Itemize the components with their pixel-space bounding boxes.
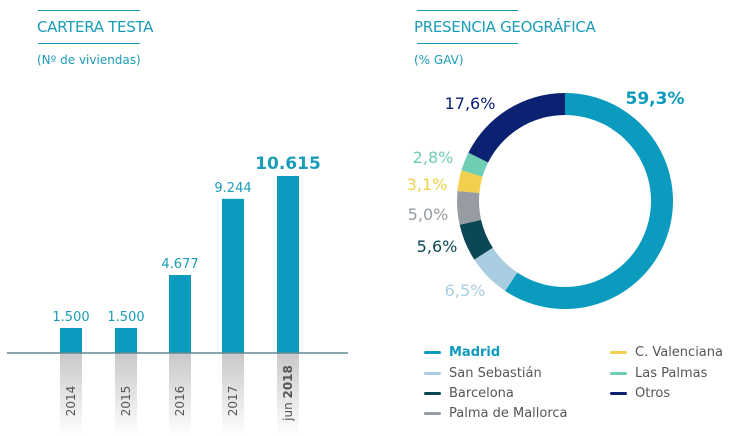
axis-label-shade [222,353,244,436]
bar-data-label: 1.500 [52,310,89,325]
x-tick-label: jun 2018 [281,365,295,422]
x-tick-label: 2014 [64,386,78,417]
legend-swatch [610,351,627,354]
donut-slice-c-valenciana [457,170,483,194]
slice-label: 3,1% [407,175,448,194]
x-tick-label: 2015 [119,386,133,417]
donut-slice-madrid [505,93,674,309]
slice-label: 5,6% [417,237,458,256]
title-rule-top-right [417,10,518,11]
bar-data-label: 1.500 [107,310,144,325]
slice-label: 17,6% [445,94,496,113]
legend-swatch [610,372,627,375]
x-tick-year: 2018 [281,365,295,398]
legend-label: San Sebastián [449,366,542,381]
bar-2018 [277,176,299,353]
legend-item: Barcelona [424,386,514,401]
legend-item: C. Valenciana [610,345,723,360]
donut-slice-las-palmas [461,152,489,177]
slice-label: 5,0% [408,205,449,224]
bar-data-label: 4.677 [161,257,198,272]
legend-item: Palma de Mallorca [424,406,568,421]
title-rule-top-left [38,10,140,11]
donut-chart-subtitle: (% GAV) [414,53,464,67]
x-tick-label: 2016 [173,386,187,417]
legend-swatch [424,372,441,375]
legend-label: Otros [635,386,671,401]
x-tick-label: 2017 [226,386,240,417]
legend-label: Palma de Mallorca [449,406,568,421]
axis-label-shade [115,353,137,436]
title-rule-bottom-left [38,43,140,44]
donut-slice-barcelona [459,219,493,260]
bar-data-label: 9.244 [214,181,251,196]
x-tick-year: 2014 [64,386,78,417]
donut-slice-otros [468,93,565,163]
legend-label: Barcelona [449,386,514,401]
legend-swatch [424,351,441,354]
legend-label: Las Palmas [635,366,708,381]
legend-swatch [424,392,441,395]
x-tick-year: 2015 [119,386,133,417]
legend-item: San Sebastián [424,366,542,381]
donut-slice-san-sebasti-n [474,247,518,291]
x-tick-year: 2017 [226,386,240,417]
legend-swatch [610,392,627,395]
bar-data-label: 10.615 [255,154,321,174]
title-rule-bottom-right [417,43,518,44]
donut-slice-palma-de-mallorca [457,190,482,225]
bar-2015 [115,327,137,353]
bar-2017 [222,198,244,353]
slice-label: 59,3% [626,89,685,109]
axis-label-shade [277,353,299,436]
legend-item: Otros [610,386,670,401]
slice-label: 2,8% [413,148,454,167]
legend-item: Madrid [424,345,500,360]
axis-label-shade [169,353,191,436]
bar-chart-subtitle: (Nº de viviendas) [37,53,141,67]
bar-2016 [169,275,191,353]
legend-item: Las Palmas [610,366,707,381]
slice-label: 6,5% [445,281,486,300]
legend-label: Madrid [449,345,501,360]
legend-label: C. Valenciana [635,345,723,360]
x-tick-prefix: jun [281,399,295,422]
bar-chart-title: CARTERA TESTA [37,18,154,36]
donut-chart-title: PRESENCIA GEOGRÁFICA [414,18,596,36]
x-tick-year: 2016 [173,386,187,417]
bar-2014 [60,327,82,353]
axis-label-shade [60,353,82,436]
legend-swatch [424,412,441,415]
